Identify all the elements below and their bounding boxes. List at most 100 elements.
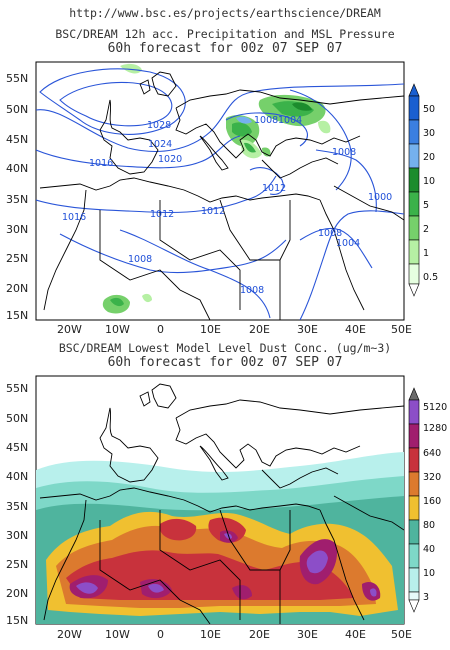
colorbar-label: 640 — [423, 448, 441, 459]
colorbar-swatch — [408, 447, 420, 473]
lon-label: 30E — [297, 628, 318, 641]
lat-label: 40N — [6, 162, 28, 175]
colorbar-label: 80 — [423, 520, 435, 531]
colorbar-label: 5 — [423, 200, 429, 211]
colorbar-swatch — [408, 215, 420, 241]
lat-label: 50N — [6, 412, 28, 425]
isobar-label: 1008 — [254, 115, 278, 126]
colorbar-swatch — [408, 399, 420, 425]
lon-label: 20W — [57, 323, 82, 336]
isobar-label: 1008 — [318, 228, 342, 239]
dust-map: 55N 50N 45N 40N 35N 30N 25N 20N 15N 20W … — [6, 375, 447, 641]
precip-map: 1028 1024 1020 1016 1016 1012 1012 1012 … — [6, 61, 438, 336]
lon-label: 20E — [249, 323, 270, 336]
colorbar-label: 40 — [423, 544, 435, 555]
isobar-label: 1012 — [262, 183, 286, 194]
isobar-contours — [36, 68, 404, 320]
isobar-label: 1020 — [158, 154, 182, 165]
isobar-label: 1012 — [201, 206, 225, 217]
dust-lat-axis-labels: 55N 50N 45N 40N 35N 30N 25N 20N 15N — [6, 382, 28, 627]
colorbar-swatch — [408, 263, 420, 285]
isobar-labels: 1028 1024 1020 1016 1016 1012 1012 1012 … — [62, 115, 392, 296]
isobar-label: 1008 — [240, 285, 264, 296]
colorbar-label: 1 — [423, 248, 429, 259]
lat-label: 40N — [6, 470, 28, 483]
isobar-label: 1028 — [147, 120, 171, 131]
isobar-label: 1016 — [62, 212, 86, 223]
lat-label: 35N — [6, 193, 28, 206]
isobar-label: 1008 — [128, 254, 152, 265]
dust-coastlines — [39, 383, 404, 624]
colorbar-swatch — [408, 143, 420, 169]
lon-label: 20E — [249, 628, 270, 641]
colorbar-top-arrow — [408, 387, 420, 401]
map2-subtitle: 60h forecast for 00z 07 SEP 07 — [107, 355, 343, 370]
dust-colorbar-labels: 5120 1280 640 320 160 80 40 10 3 — [423, 402, 447, 603]
colorbar-label: 3 — [423, 592, 429, 603]
lat-label: 35N — [6, 500, 28, 513]
coastlines — [39, 71, 404, 320]
colorbar-swatch — [408, 95, 420, 121]
lat-label: 45N — [6, 441, 28, 454]
lon-label: 30E — [297, 323, 318, 336]
precipitation-areas — [102, 63, 331, 314]
colorbar-swatch — [408, 543, 420, 569]
isobar-label: 1012 — [150, 209, 174, 220]
colorbar-swatch — [408, 191, 420, 217]
lat-label: 55N — [6, 72, 28, 85]
lat-label: 50N — [6, 103, 28, 116]
dust-concentration-areas — [36, 452, 404, 624]
isobar-label: 1024 — [148, 139, 172, 150]
isobar-label: 1000 — [368, 192, 392, 203]
colorbar-swatch — [408, 423, 420, 449]
isobar-label: 1008 — [332, 147, 356, 158]
colorbar-swatch — [408, 591, 420, 601]
lat-label: 15N — [6, 309, 28, 322]
lat-label: 25N — [6, 558, 28, 571]
source-url: http://www.bsc.es/projects/earthscience/… — [69, 6, 381, 20]
lon-label: 0 — [157, 323, 164, 336]
lon-label: 50E — [391, 628, 412, 641]
lat-label: 20N — [6, 587, 28, 600]
lat-label: 30N — [6, 529, 28, 542]
colorbar-swatch — [408, 567, 420, 593]
lon-label: 50E — [391, 323, 412, 336]
lat-label: 45N — [6, 133, 28, 146]
colorbar-label: 320 — [423, 472, 441, 483]
colorbar-bottom-arrow — [408, 599, 420, 613]
colorbar-swatch — [408, 119, 420, 145]
lon-label: 0 — [157, 628, 164, 641]
colorbar-label: 2 — [423, 224, 429, 235]
lat-label: 55N — [6, 382, 28, 395]
dust-lon-axis-labels: 20W 10W 0 10E 20E 30E 40E 50E — [57, 628, 412, 641]
colorbar-label: 50 — [423, 104, 435, 115]
map1-title: BSC/DREAM 12h acc. Precipitation and MSL… — [55, 27, 395, 41]
lat-label: 30N — [6, 223, 28, 236]
lon-label: 10E — [200, 323, 221, 336]
colorbar-label: 30 — [423, 128, 435, 139]
dust-colorbar — [408, 387, 420, 613]
colorbar-label: 160 — [423, 496, 441, 507]
colorbar-label: 20 — [423, 152, 435, 163]
colorbar-bottom-arrow — [408, 283, 420, 297]
precip-colorbar-labels: 50 30 20 10 5 2 1 0.5 — [423, 104, 438, 283]
lon-label: 10W — [105, 323, 130, 336]
colorbar-label: 1280 — [423, 423, 447, 434]
colorbar-label: 10 — [423, 568, 435, 579]
colorbar-label: 5120 — [423, 402, 447, 413]
colorbar-label: 0.5 — [423, 272, 438, 283]
colorbar-swatch — [408, 167, 420, 193]
map1-subtitle: 60h forecast for 00z 07 SEP 07 — [107, 41, 343, 56]
isobar-label: 1004 — [336, 238, 360, 249]
lon-label: 20W — [57, 628, 82, 641]
lat-label: 25N — [6, 252, 28, 265]
lon-label: 40E — [345, 323, 366, 336]
colorbar-swatch — [408, 495, 420, 521]
isobar-label: 1016 — [89, 158, 113, 169]
colorbar-label: 10 — [423, 176, 435, 187]
lat-label: 20N — [6, 282, 28, 295]
colorbar-swatch — [408, 519, 420, 545]
colorbar-swatch — [408, 239, 420, 265]
lon-label: 10E — [200, 628, 221, 641]
